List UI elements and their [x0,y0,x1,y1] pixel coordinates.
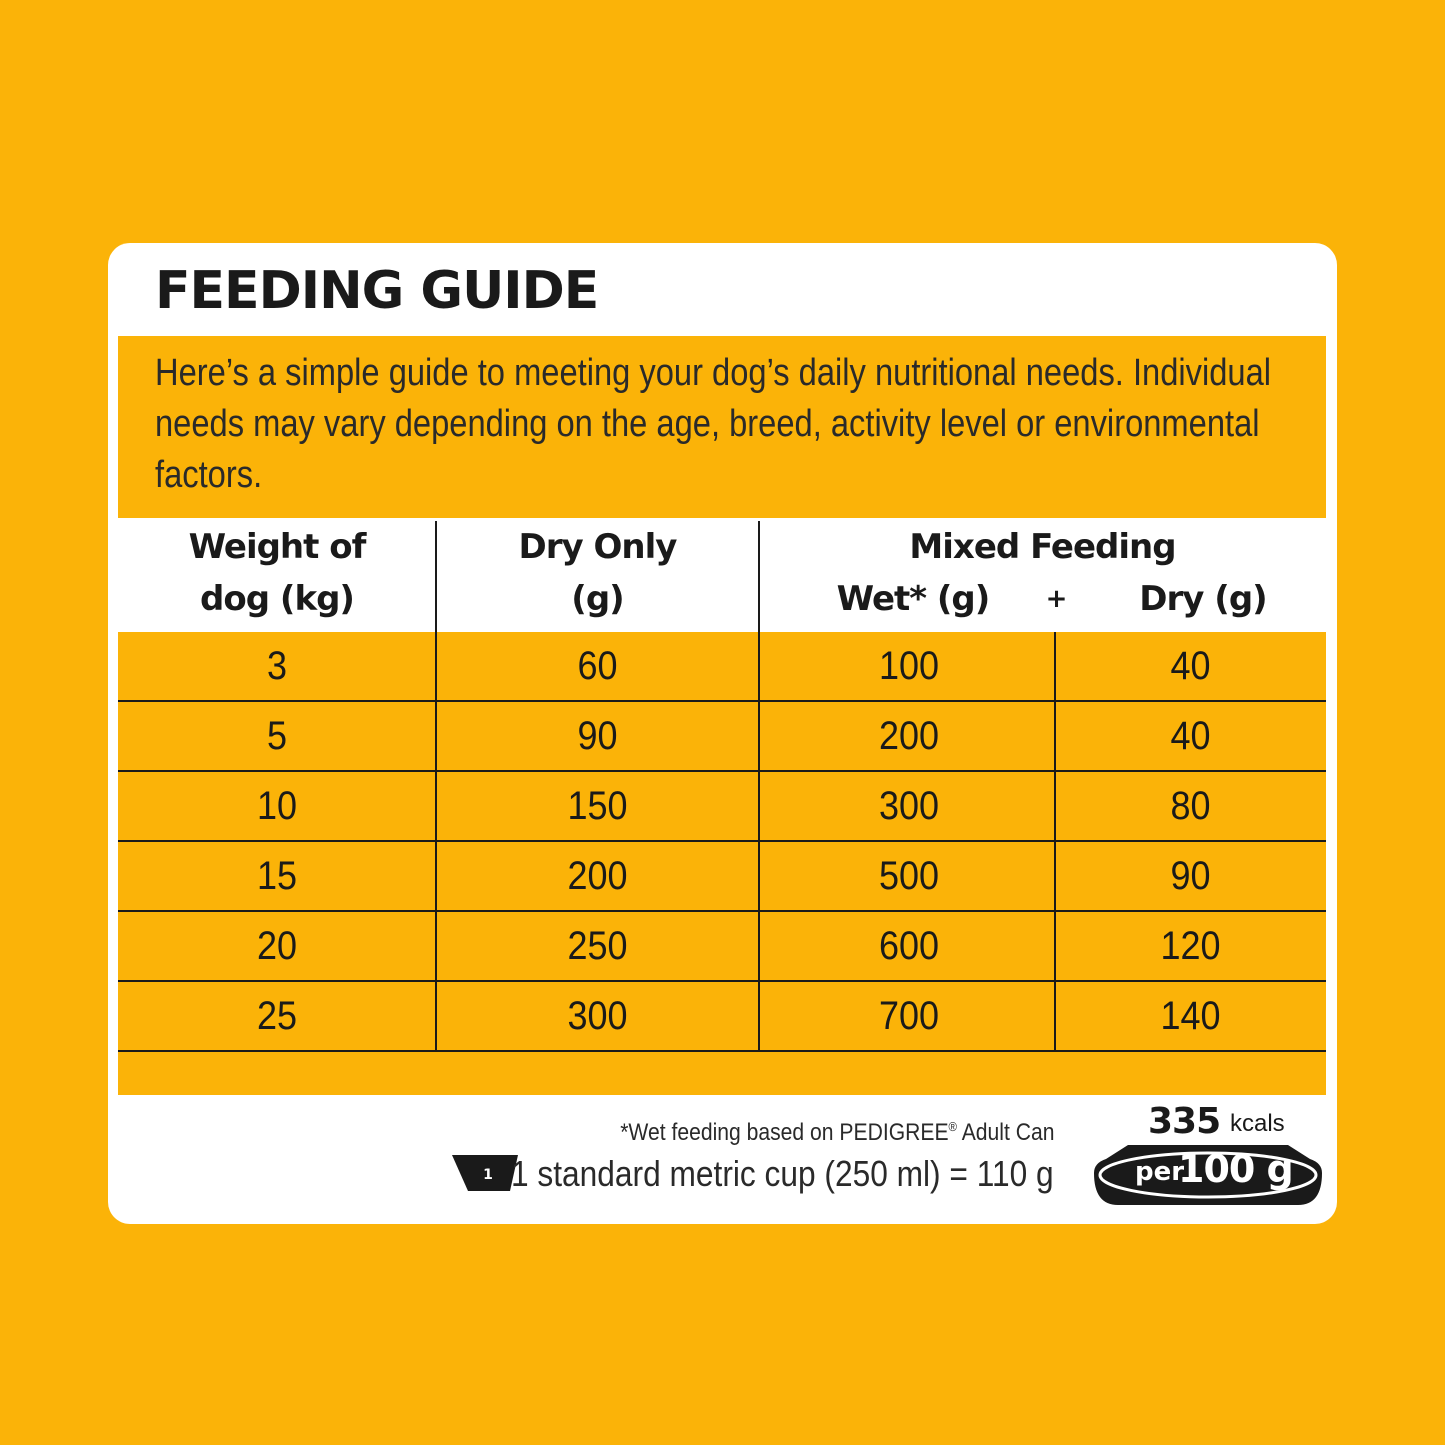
header-plus: + [1045,584,1068,614]
header-dry: Dry (g) [1139,579,1267,619]
cell-wet: 600 [878,924,940,968]
cell-wet: 500 [878,854,940,898]
cell-weight: 20 [256,924,298,968]
cell-wet: 100 [878,644,940,688]
registered-mark: ® [948,1119,957,1134]
cell-wet: 700 [878,994,940,1038]
intro-text: Here’s a simple guide to meeting your do… [155,352,1272,496]
header-dry-only-line2: (g) [571,579,624,619]
cell-wet: 300 [878,784,940,828]
cell-dry-only: 60 [577,644,618,688]
column-divider [758,632,760,1052]
header-dry-only: Dry Only (g) [436,521,759,625]
table-body: 3 60 100 40 5 90 200 40 10 150 300 80 15 200 500 90 20 25… [118,632,1326,1095]
cell-weight: 10 [256,784,298,828]
cell-dry-only: 90 [577,714,618,758]
table-header: Weight of dog (kg) Dry Only (g) Mixed Fe… [118,521,1326,633]
table-row: 15 200 500 90 [118,842,1326,912]
header-weight-line2: dog (kg) [200,579,355,619]
table-row: 25 300 700 140 [118,982,1326,1052]
table-row: 20 250 600 120 [118,912,1326,982]
wet-feeding-footnote: *Wet feeding based on PEDIGREE® Adult Ca… [620,1119,1054,1147]
cell-weight: 3 [266,644,288,688]
cell-dry: 80 [1170,784,1211,828]
table-row: 3 60 100 40 [118,632,1326,702]
cell-weight: 25 [256,994,298,1038]
cell-weight: 5 [266,714,288,758]
cell-dry-only: 150 [567,784,628,828]
dog-bowl-icon [1094,1145,1322,1205]
header-dry-only-line1: Dry Only [518,527,678,567]
column-divider [435,632,437,1052]
feeding-guide-card: FEEDING GUIDE Here’s a simple guide to m… [108,243,1337,1224]
table-row: 10 150 300 80 [118,772,1326,842]
cell-dry: 90 [1170,854,1211,898]
cell-dry-only: 200 [567,854,628,898]
header-divider [758,521,760,633]
cup-measure-text: 1 standard metric cup (250 ml) = 110 g [511,1153,1054,1194]
kcal-value: 335 [1148,1101,1221,1142]
footnote-text-end: Adult Can [956,1119,1054,1146]
header-wet: Wet* (g) [836,579,991,619]
header-mixed-feeding: Mixed Feeding [909,527,1176,567]
cell-dry: 40 [1170,644,1211,688]
per-label: per [1135,1157,1185,1187]
kcal-unit: kcals [1230,1110,1285,1137]
cell-weight: 15 [256,854,298,898]
cell-dry: 40 [1170,714,1211,758]
cell-dry-only: 300 [567,994,628,1038]
footnote-text: *Wet feeding based on PEDIGREE [619,1119,949,1146]
page-title: FEEDING GUIDE [155,261,599,321]
cell-dry-only: 250 [567,924,628,968]
intro-box: Here’s a simple guide to meeting your do… [118,336,1326,518]
cup-number: 1 [483,1167,493,1183]
header-divider [435,521,437,633]
cell-wet: 200 [878,714,940,758]
header-weight: Weight of dog (kg) [118,521,436,625]
cell-dry: 140 [1160,994,1221,1038]
measuring-cup-icon: 1 [452,1155,518,1191]
header-weight-line1: Weight of [188,527,367,567]
column-divider [1054,632,1056,1052]
per-quantity: 100 g [1178,1147,1294,1191]
table-row: 5 90 200 40 [118,702,1326,772]
cell-dry: 120 [1160,924,1221,968]
